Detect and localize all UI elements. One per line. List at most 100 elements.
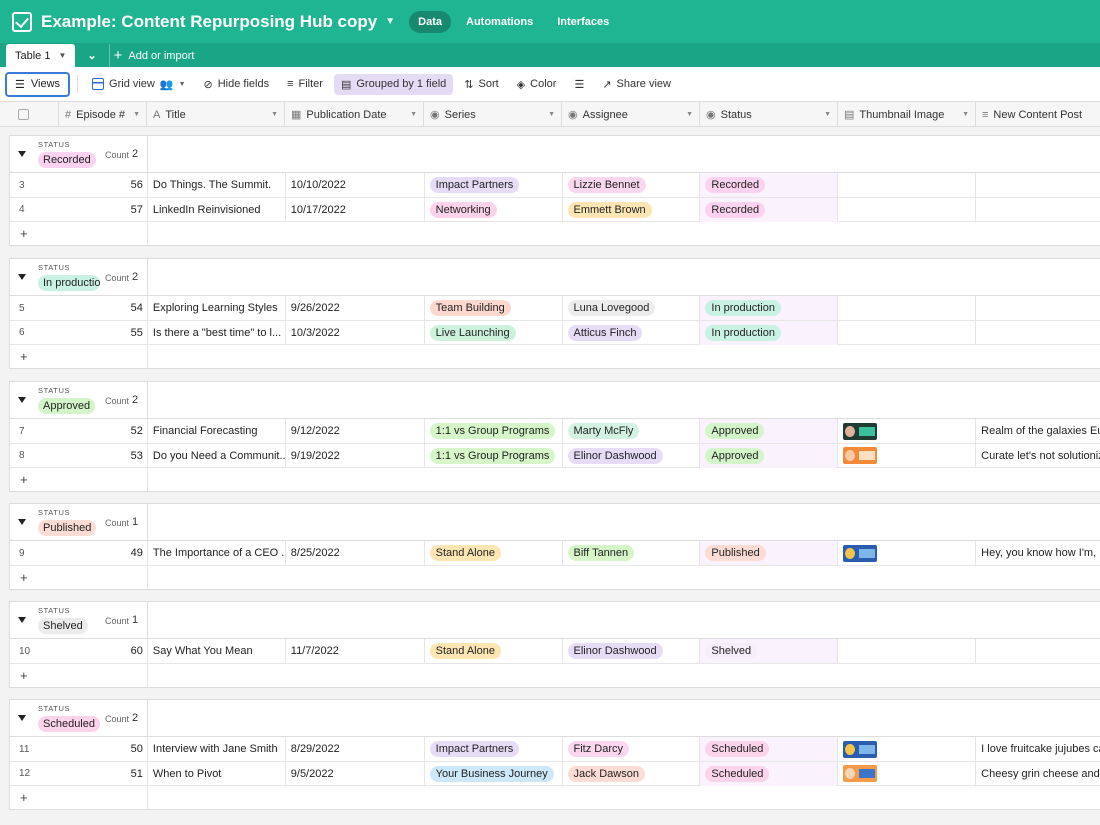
series-cell[interactable]: Live Launching <box>425 320 563 345</box>
series-cell[interactable]: 1:1 vs Group Programs <box>425 443 563 468</box>
assignee-cell[interactable]: Biff Tannen <box>563 541 701 565</box>
table-row[interactable]: 7 52 Financial Forecasting 9/12/2022 1:1 vs … <box>10 419 1100 444</box>
thumbnail-image[interactable] <box>843 765 878 782</box>
collapse-triangle-icon[interactable] <box>18 519 26 525</box>
new-content-post-cell[interactable] <box>976 198 1100 222</box>
collapse-triangle-icon[interactable] <box>18 617 26 623</box>
assignee-cell[interactable]: Luna Lovegood <box>563 296 701 320</box>
thumbnail-cell[interactable] <box>838 737 977 761</box>
series-cell[interactable]: 1:1 vs Group Programs <box>425 419 563 443</box>
group-button[interactable]: ▤ Grouped by 1 field <box>333 73 454 95</box>
column-assignee[interactable]: ◉ Assignee ▼ <box>562 102 700 127</box>
column-publication-date[interactable]: ▦ Publication Date ▼ <box>285 102 424 127</box>
collapse-triangle-icon[interactable] <box>18 274 26 280</box>
assignee-cell[interactable]: Lizzie Bennet <box>563 173 701 197</box>
chevron-down-icon[interactable]: ▼ <box>824 111 831 118</box>
publication-date-cell[interactable]: 10/10/2022 <box>286 173 425 197</box>
episode-cell[interactable]: 49 <box>60 541 148 565</box>
publication-date-cell[interactable]: 10/17/2022 <box>286 197 425 222</box>
sort-button[interactable]: ⇅ Sort <box>457 74 505 95</box>
table-row[interactable]: 4 57 LinkedIn Reinvisioned 10/17/2022 Networ… <box>10 197 1100 222</box>
episode-cell[interactable]: 50 <box>60 737 148 761</box>
add-record-button[interactable]: + <box>10 663 148 687</box>
episode-cell[interactable]: 54 <box>60 296 148 320</box>
add-record-button[interactable]: + <box>10 468 148 491</box>
assignee-cell[interactable]: Elinor Dashwood <box>563 443 701 468</box>
thumbnail-cell[interactable] <box>838 541 977 565</box>
new-content-post-cell[interactable] <box>976 639 1100 663</box>
filter-button[interactable]: ≡ Filter <box>280 74 330 94</box>
table-row[interactable]: 5 54 Exploring Learning Styles 9/26/2022 Tea… <box>10 296 1100 321</box>
series-cell[interactable]: Team Building <box>425 296 563 320</box>
column-episode[interactable]: # Episode # ▼ <box>59 102 147 127</box>
table-row[interactable]: 10 60 Say What You Mean 11/7/2022 Stand Alon… <box>10 639 1100 664</box>
series-cell[interactable]: Your Business Journey <box>425 761 563 786</box>
status-cell[interactable]: Scheduled <box>700 761 839 786</box>
group-header[interactable]: STATUS Scheduled Count 2 <box>10 700 1100 737</box>
group-header[interactable]: STATUS Approved Count 2 <box>10 382 1100 419</box>
title-cell[interactable]: When to Pivot <box>148 761 286 786</box>
publication-date-cell[interactable]: 8/25/2022 <box>286 541 425 565</box>
thumbnail-image[interactable] <box>843 422 878 440</box>
collapse-triangle-icon[interactable] <box>18 715 26 721</box>
collapse-triangle-icon[interactable] <box>18 151 26 157</box>
publication-date-cell[interactable]: 10/3/2022 <box>286 320 425 345</box>
column-new-content-post[interactable]: ≡ New Content Post <box>976 102 1100 127</box>
episode-cell[interactable]: 57 <box>60 197 148 222</box>
thumbnail-cell[interactable] <box>838 443 977 468</box>
status-cell[interactable]: Scheduled <box>700 737 839 761</box>
title-cell[interactable]: Say What You Mean <box>148 639 286 663</box>
publication-date-cell[interactable]: 9/5/2022 <box>286 761 425 786</box>
publication-date-cell[interactable]: 11/7/2022 <box>286 639 425 663</box>
table-row[interactable]: 8 53 Do you Need a Communit... 9/19/2022 1:1… <box>10 443 1100 468</box>
chevron-down-icon[interactable]: ▼ <box>686 111 693 118</box>
thumbnail-cell[interactable] <box>838 173 977 197</box>
hide-fields-button[interactable]: ⊘ Hide fields <box>197 74 277 95</box>
publication-date-cell[interactable]: 8/29/2022 <box>286 737 425 761</box>
title-cell[interactable]: Do you Need a Communit... <box>148 443 286 468</box>
chevron-down-icon[interactable]: ▼ <box>271 111 278 118</box>
new-content-post-cell[interactable]: Realm of the galaxies Euc... <box>981 425 1100 437</box>
assignee-cell[interactable]: Marty McFly <box>563 419 701 443</box>
assignee-cell[interactable]: Fitz Darcy <box>563 737 701 761</box>
assignee-cell[interactable]: Elinor Dashwood <box>563 639 701 663</box>
title-cell[interactable]: Interview with Jane Smith <box>148 737 286 761</box>
table-row[interactable]: 3 56 Do Things. The Summit. 10/10/2022 Impac… <box>10 173 1100 198</box>
chevron-down-icon[interactable]: ▼ <box>385 16 396 27</box>
series-cell[interactable]: Networking <box>425 197 563 222</box>
table-tab[interactable]: Table 1 ▼ <box>6 44 76 67</box>
collapse-triangle-icon[interactable] <box>18 397 26 403</box>
title-cell[interactable]: Financial Forecasting <box>148 419 286 443</box>
table-row[interactable]: 12 51 When to Pivot 9/5/2022 Your Business J… <box>10 761 1100 786</box>
more-tables-chevron-icon[interactable]: ⌄ <box>87 50 97 62</box>
episode-cell[interactable]: 53 <box>60 443 148 468</box>
publication-date-cell[interactable]: 9/26/2022 <box>286 296 425 320</box>
series-cell[interactable]: Impact Partners <box>425 737 563 761</box>
title-cell[interactable]: The Importance of a CEO ... <box>148 541 286 565</box>
select-all-checkbox[interactable] <box>0 102 59 127</box>
new-content-post-cell[interactable]: I love fruitcake jujubes ca... <box>981 743 1100 755</box>
row-height-button[interactable]: ☰ <box>567 74 591 95</box>
title-cell[interactable]: Exploring Learning Styles <box>148 296 286 320</box>
new-content-post-cell[interactable]: Curate let's not solutioniz... <box>981 449 1100 462</box>
chevron-down-icon[interactable]: ▼ <box>410 111 417 118</box>
thumbnail-cell[interactable] <box>838 197 977 222</box>
episode-cell[interactable]: 51 <box>60 761 148 786</box>
status-cell[interactable]: Recorded <box>700 173 839 197</box>
new-content-post-cell[interactable] <box>976 296 1100 320</box>
thumbnail-cell[interactable] <box>838 419 977 443</box>
group-header[interactable]: STATUS Published Count 1 <box>10 504 1100 541</box>
thumbnail-image[interactable] <box>843 740 878 758</box>
add-record-button[interactable]: + <box>10 222 148 245</box>
nav-automations[interactable]: Automations <box>466 15 534 28</box>
new-content-post-cell[interactable]: Hey, you know how I'm, li... <box>981 547 1100 559</box>
color-button[interactable]: ◈ Color <box>510 74 564 95</box>
thumbnail-image[interactable] <box>843 447 878 464</box>
grid-view-button[interactable]: Grid view 👥 ▼ <box>85 74 192 95</box>
add-record-button[interactable]: + <box>10 565 148 589</box>
table-row[interactable]: 11 50 Interview with Jane Smith 8/29/2022 Im… <box>10 737 1100 762</box>
assignee-cell[interactable]: Emmett Brown <box>563 197 701 222</box>
assignee-cell[interactable]: Atticus Finch <box>563 320 701 345</box>
episode-cell[interactable]: 56 <box>60 173 148 197</box>
